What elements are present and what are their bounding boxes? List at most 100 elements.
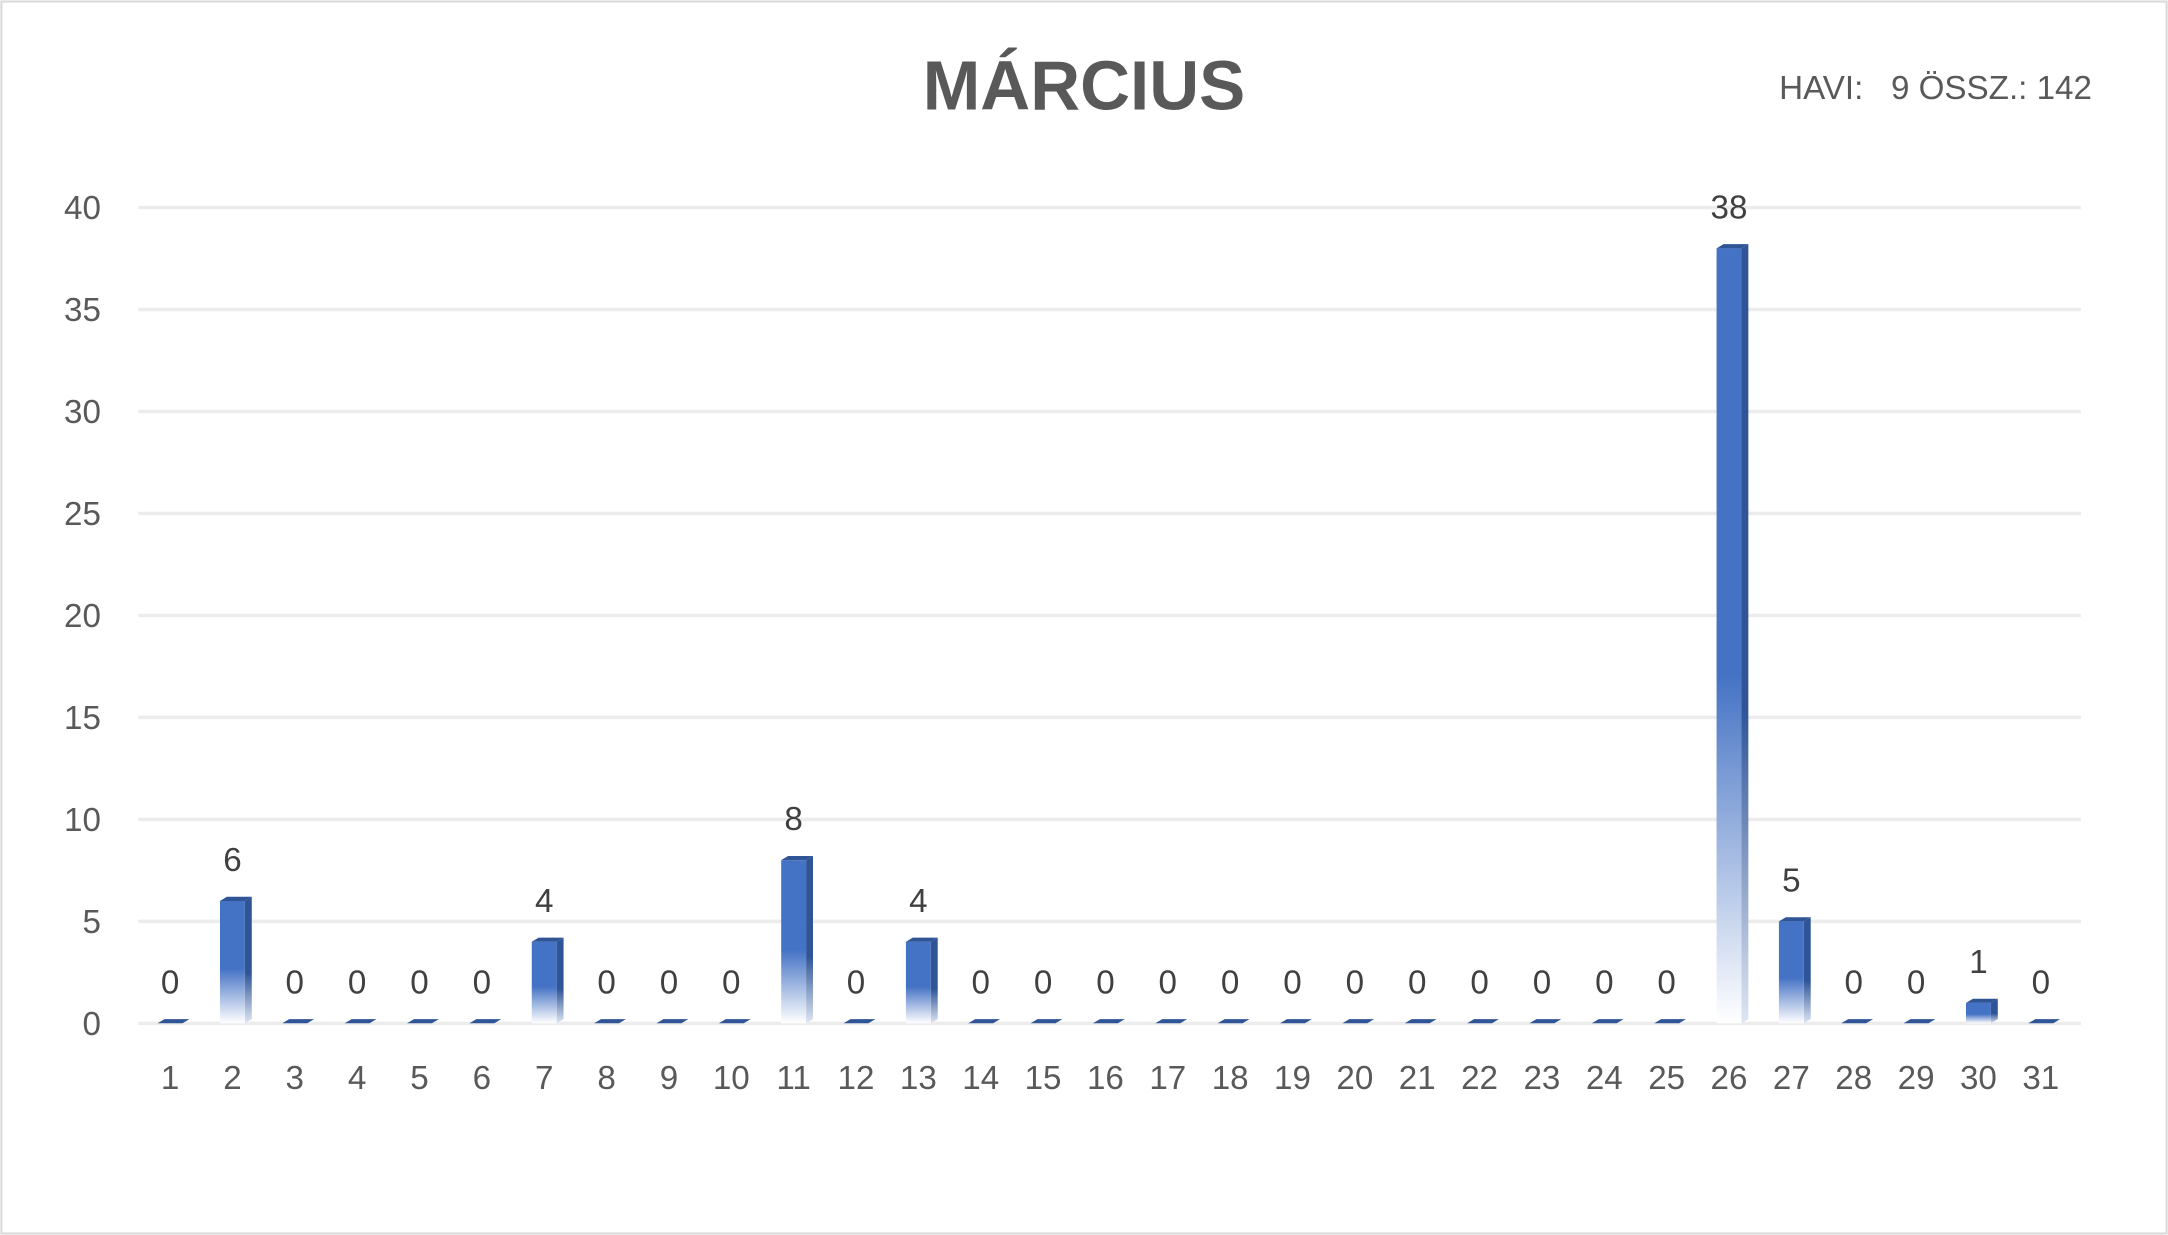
bar (1778, 921, 1804, 1024)
bar-top (1716, 244, 1749, 249)
bar-top (1903, 1019, 1936, 1024)
bar-side (556, 937, 564, 1024)
value-label: 0 (1283, 964, 1301, 1001)
bar-top (1467, 1019, 1499, 1024)
value-label: 0 (660, 964, 678, 1001)
value-label: 0 (971, 964, 989, 1001)
value-label: 4 (909, 883, 927, 920)
bar-top (1654, 1019, 1687, 1024)
bar-top (905, 937, 938, 942)
bar-top (594, 1019, 626, 1024)
value-label: 0 (1657, 964, 1675, 1001)
bar-top (1529, 1019, 1562, 1024)
bar-top (469, 1019, 502, 1024)
value-label: 5 (1782, 862, 1800, 899)
value-label: 0 (473, 964, 491, 1001)
bar (219, 900, 245, 1024)
x-tick-label: 22 (1461, 1060, 1498, 1097)
y-tick-label: 30 (64, 394, 101, 431)
x-tick-label: 3 (286, 1060, 304, 1097)
bar (781, 860, 807, 1024)
x-tick-label: 1 (161, 1060, 179, 1097)
bar-top (781, 856, 813, 861)
bar (1965, 1002, 1991, 1024)
x-tick-label: 30 (1960, 1060, 1997, 1097)
bar-top (219, 896, 252, 901)
bar-side (244, 896, 252, 1024)
chart-title: MÁRCIUS (923, 47, 1246, 125)
x-tick-label: 8 (597, 1060, 615, 1097)
value-label: 0 (1346, 964, 1364, 1001)
bar-side (930, 937, 938, 1024)
x-tick-label: 9 (660, 1060, 678, 1097)
x-tick-label: 25 (1648, 1060, 1685, 1097)
value-label: 0 (410, 964, 428, 1001)
x-tick-label: 16 (1087, 1060, 1124, 1097)
value-label: 0 (1907, 964, 1925, 1001)
value-label: 0 (1159, 964, 1177, 1001)
bar-top (1778, 917, 1811, 922)
x-tick-label: 13 (900, 1060, 937, 1097)
value-label: 0 (722, 964, 740, 1001)
value-label: 0 (847, 964, 865, 1001)
bar-top (1342, 1019, 1375, 1024)
x-tick-label: 21 (1399, 1060, 1436, 1097)
bar (531, 941, 557, 1024)
x-tick-label: 29 (1898, 1060, 1935, 1097)
x-tick-label: 11 (776, 1060, 810, 1097)
bar (1716, 248, 1742, 1024)
x-tick-label: 5 (410, 1060, 428, 1097)
bar-top (1280, 1019, 1312, 1024)
x-tick-label: 26 (1711, 1060, 1748, 1097)
value-label: 0 (1034, 964, 1052, 1001)
bar-top (968, 1019, 1001, 1024)
x-tick-label: 7 (535, 1060, 553, 1097)
bar-top (407, 1019, 439, 1024)
bar-top (1030, 1019, 1063, 1024)
value-label: 0 (348, 964, 366, 1001)
x-tick-label: 18 (1212, 1060, 1249, 1097)
x-tick-label: 24 (1586, 1060, 1623, 1097)
bar-top (1155, 1019, 1188, 1024)
bar-top (1404, 1019, 1437, 1024)
annotation: HAVI: 9 ÖSSZ.: 142 (1779, 70, 2092, 107)
bar-top (718, 1019, 751, 1024)
y-tick-label: 40 (64, 190, 101, 227)
y-tick-label: 20 (64, 598, 101, 635)
y-tick-label: 25 (64, 496, 101, 533)
bar-top (843, 1019, 876, 1024)
value-label: 6 (223, 842, 241, 879)
value-label: 8 (784, 801, 802, 838)
y-tick-label: 5 (82, 904, 100, 941)
x-tick-label: 2 (223, 1060, 241, 1097)
bar-top (1591, 1019, 1624, 1024)
value-label: 0 (1221, 964, 1239, 1001)
bar-top (1841, 1019, 1874, 1024)
bar-side (806, 856, 813, 1024)
value-label: 0 (1595, 964, 1613, 1001)
value-label: 38 (1711, 189, 1748, 226)
bar-side (1990, 998, 1998, 1024)
value-label: 0 (161, 964, 179, 1001)
x-tick-label: 31 (2022, 1060, 2059, 1097)
bar (905, 941, 931, 1024)
x-tick-label: 28 (1835, 1060, 1872, 1097)
value-label: 0 (1408, 964, 1426, 1001)
bar-side (1803, 917, 1811, 1024)
value-label: 0 (286, 964, 304, 1001)
bar-side (1741, 244, 1749, 1024)
x-tick-label: 20 (1336, 1060, 1373, 1097)
x-tick-label: 10 (713, 1060, 750, 1097)
value-label: 0 (1470, 964, 1488, 1001)
value-label: 0 (1096, 964, 1114, 1001)
value-label: 0 (2032, 964, 2050, 1001)
x-tick-label: 23 (1523, 1060, 1560, 1097)
x-tick-label: 27 (1773, 1060, 1810, 1097)
y-tick-label: 10 (64, 802, 101, 839)
bar-top (1965, 998, 1998, 1003)
bar-top (1217, 1019, 1250, 1024)
x-tick-label: 19 (1274, 1060, 1311, 1097)
value-label: 4 (535, 883, 553, 920)
